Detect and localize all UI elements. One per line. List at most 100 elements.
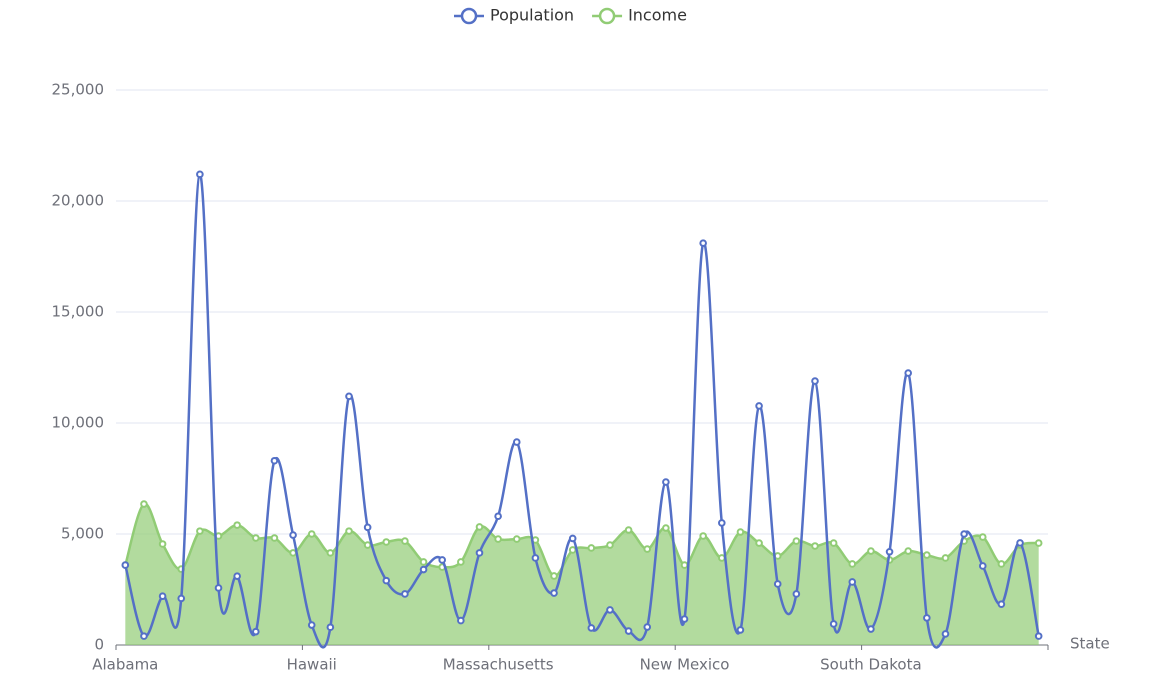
y-tick-label: 25,000 xyxy=(52,81,105,99)
point xyxy=(419,565,428,574)
point xyxy=(512,438,521,446)
point xyxy=(121,561,130,569)
point xyxy=(978,562,987,570)
y-tick-label: 20,000 xyxy=(52,192,105,210)
point xyxy=(140,500,148,508)
point xyxy=(997,560,1006,568)
point xyxy=(475,523,484,531)
point xyxy=(792,537,801,545)
point xyxy=(196,527,204,535)
point xyxy=(829,539,838,547)
point xyxy=(978,533,987,541)
point xyxy=(848,560,857,568)
point xyxy=(867,625,875,633)
point xyxy=(140,632,148,640)
point xyxy=(624,526,633,534)
point xyxy=(587,544,596,552)
point xyxy=(326,623,335,632)
point xyxy=(867,547,875,555)
y-tick-label: 10,000 xyxy=(52,414,105,432)
point xyxy=(475,549,484,557)
point xyxy=(233,521,241,529)
point xyxy=(923,614,931,622)
point xyxy=(1016,539,1024,547)
point xyxy=(419,558,428,566)
point xyxy=(624,627,633,635)
point xyxy=(923,551,931,559)
point xyxy=(307,621,316,629)
point xyxy=(941,630,950,638)
point xyxy=(345,527,353,535)
point xyxy=(960,530,968,538)
point xyxy=(270,456,279,465)
point xyxy=(792,590,801,598)
y-tick-label: 15,000 xyxy=(52,303,105,321)
point xyxy=(531,554,540,562)
x-tick-label: South Dakota xyxy=(820,656,922,674)
point xyxy=(904,547,913,555)
point xyxy=(643,545,652,553)
point xyxy=(252,534,260,542)
x-axis-label: State xyxy=(1070,635,1110,653)
point xyxy=(158,540,167,548)
x-tick-label: Massachusetts xyxy=(443,656,554,674)
point xyxy=(568,534,577,543)
point xyxy=(699,532,707,540)
point xyxy=(401,590,409,598)
point xyxy=(773,580,782,588)
point xyxy=(606,606,614,614)
point xyxy=(811,542,819,550)
point xyxy=(363,523,372,532)
point xyxy=(680,615,689,623)
point xyxy=(997,600,1006,608)
point xyxy=(326,549,335,557)
point xyxy=(401,537,409,545)
legend-item[interactable]: Income xyxy=(592,6,687,25)
point xyxy=(718,519,726,527)
point xyxy=(438,556,447,564)
point xyxy=(550,589,558,597)
point xyxy=(345,392,353,401)
point xyxy=(848,578,857,586)
point xyxy=(457,558,465,566)
point xyxy=(755,539,763,547)
point xyxy=(736,528,745,536)
point xyxy=(252,627,260,636)
legend-icon xyxy=(460,7,478,25)
point xyxy=(718,554,726,562)
point xyxy=(811,377,819,385)
point xyxy=(662,478,670,486)
point xyxy=(158,592,167,600)
point xyxy=(494,535,502,543)
legend-icon xyxy=(598,7,616,25)
point xyxy=(307,530,316,538)
point xyxy=(736,626,745,634)
point xyxy=(1034,632,1043,640)
y-tick-label: 5,000 xyxy=(61,525,104,543)
point xyxy=(904,369,913,377)
x-tick-label: Hawaii xyxy=(287,656,337,674)
point xyxy=(1034,539,1043,547)
point xyxy=(699,239,707,247)
point xyxy=(382,538,391,546)
point xyxy=(196,170,204,179)
point xyxy=(662,524,670,532)
legend-item[interactable]: Population xyxy=(454,6,574,25)
point xyxy=(289,531,297,539)
point xyxy=(494,512,502,521)
legend-text: Population xyxy=(490,6,574,25)
point xyxy=(233,572,241,580)
point xyxy=(568,546,577,554)
x-tick-label: Alabama xyxy=(92,656,158,674)
point xyxy=(680,561,689,569)
point xyxy=(177,594,186,603)
point xyxy=(382,576,391,585)
point xyxy=(643,623,652,631)
legend-text: Income xyxy=(628,6,687,25)
point xyxy=(885,547,894,556)
point xyxy=(755,402,763,410)
point xyxy=(606,541,614,549)
x-tick-label: New Mexico xyxy=(640,656,730,674)
point xyxy=(214,584,223,592)
